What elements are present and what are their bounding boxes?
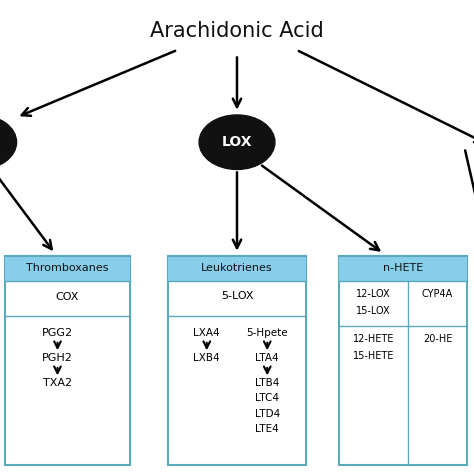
Text: 12-HETE: 12-HETE xyxy=(353,334,394,344)
Text: LTD4: LTD4 xyxy=(255,409,280,419)
Text: COX: COX xyxy=(56,292,79,301)
Text: Arachidonic Acid: Arachidonic Acid xyxy=(150,21,324,41)
Text: LTE4: LTE4 xyxy=(255,424,279,434)
Text: LXB4: LXB4 xyxy=(193,353,220,363)
Bar xyxy=(5,256,130,465)
Text: LTC4: LTC4 xyxy=(255,393,279,403)
Text: CYP4A: CYP4A xyxy=(422,289,453,299)
Text: LXA4: LXA4 xyxy=(193,328,220,338)
Text: 20-HE: 20-HE xyxy=(423,334,452,344)
Bar xyxy=(339,256,467,465)
Text: 15-LOX: 15-LOX xyxy=(356,306,391,316)
Text: 5-Hpete: 5-Hpete xyxy=(246,328,288,338)
Text: n-HETE: n-HETE xyxy=(383,263,423,273)
Ellipse shape xyxy=(199,115,275,170)
Bar xyxy=(339,256,467,281)
Text: Leukotrienes: Leukotrienes xyxy=(201,263,273,273)
Text: LOX: LOX xyxy=(222,135,252,149)
Bar xyxy=(5,256,130,281)
Text: 5-LOX: 5-LOX xyxy=(221,291,253,301)
Text: PGG2: PGG2 xyxy=(42,328,73,338)
Text: TXA2: TXA2 xyxy=(43,378,72,388)
Text: 15-HETE: 15-HETE xyxy=(353,351,394,361)
Ellipse shape xyxy=(0,115,17,170)
Text: 12-LOX: 12-LOX xyxy=(356,289,391,299)
Text: LTB4: LTB4 xyxy=(255,378,280,388)
Text: LTA4: LTA4 xyxy=(255,353,279,363)
Bar xyxy=(168,256,306,281)
Text: PGH2: PGH2 xyxy=(42,353,73,363)
Text: Thromboxanes: Thromboxanes xyxy=(26,263,109,273)
Bar xyxy=(168,256,306,465)
